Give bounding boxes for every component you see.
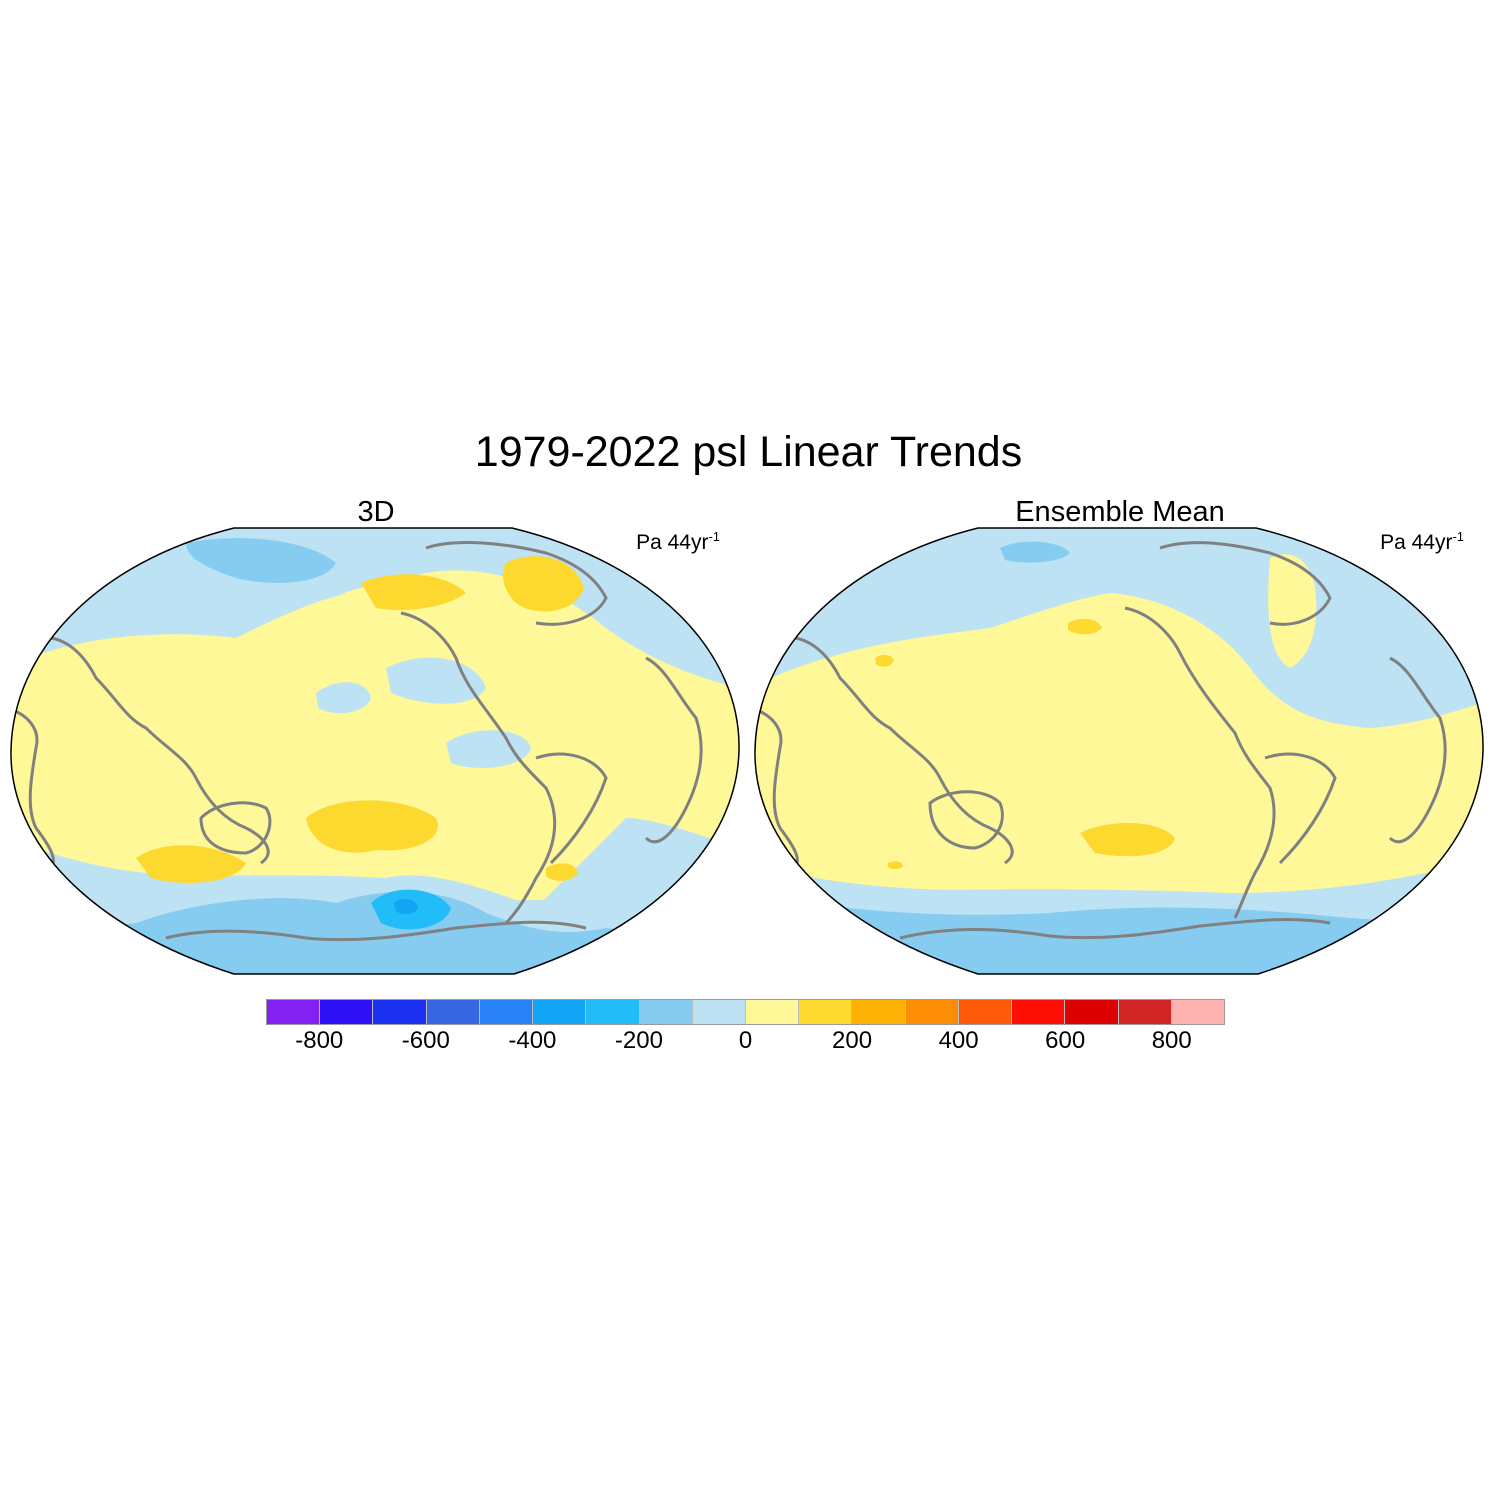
trend-map-3d	[10, 527, 740, 975]
trend-map-ensemble	[754, 527, 1484, 975]
colorbar-box	[692, 1000, 746, 1024]
units-label: Pa 44yr-1	[636, 529, 720, 554]
map-panel-3d: 3D Pa 44yr-1	[6, 490, 740, 980]
negative-patch-north	[186, 538, 336, 583]
colorbar-box	[745, 1000, 800, 1024]
high-patch	[503, 556, 584, 612]
colorbar-box	[320, 1000, 374, 1024]
negative-patch	[10, 576, 346, 658]
figure-title: 1979-2022 psl Linear Trends	[474, 428, 1023, 476]
negative-patch	[316, 682, 371, 714]
colorbar-box	[1012, 1000, 1066, 1024]
colorbar-tick-label: 400	[938, 1027, 979, 1054]
positive-region	[1268, 554, 1317, 668]
coastlines	[754, 541, 1447, 940]
high-patch	[1068, 618, 1102, 635]
colorbar-box	[1065, 1000, 1119, 1024]
map-panel-ensemble-mean: Ensemble Mean Pa 44yr-1	[750, 490, 1484, 980]
colorbar-box	[426, 1000, 480, 1024]
southern-negative-strong	[10, 891, 740, 974]
high-patch	[306, 800, 438, 853]
colorbar-box	[905, 1000, 959, 1024]
colorbar-tick-label: -200	[614, 1027, 663, 1054]
map-border	[10, 527, 740, 975]
blue-core-inner	[394, 898, 418, 915]
colorbar-box	[267, 1000, 321, 1024]
colorbar-box	[533, 1000, 587, 1024]
high-patch	[1080, 822, 1175, 857]
colorbar-box	[852, 1000, 906, 1024]
colorbar	[266, 999, 1225, 1025]
high-patch	[546, 863, 578, 881]
colorbar-tick-label: 0	[738, 1027, 753, 1054]
colorbar-tick-label: -600	[401, 1027, 450, 1054]
colorbar-box	[586, 1000, 640, 1024]
colorbar-box	[1118, 1000, 1172, 1024]
negative-patch-north	[1000, 541, 1070, 563]
colorbar-tick-label: -400	[508, 1027, 557, 1054]
colorbar-box	[958, 1000, 1013, 1024]
negative-patch	[446, 730, 531, 768]
map-border	[754, 527, 1484, 975]
units-label: Pa 44yr-1	[1380, 529, 1464, 554]
high-patch	[875, 654, 894, 667]
colorbar-labels: -800 -600 -400 -200 0 200 400 600 800	[0, 1026, 1497, 1056]
positive-region	[754, 593, 1484, 893]
coastlines	[10, 541, 703, 942]
positive-region	[10, 570, 740, 908]
panel-title: 3D	[357, 496, 395, 528]
high-patch	[136, 845, 246, 883]
colorbar-tick-label: 600	[1045, 1027, 1086, 1054]
colorbar-box	[1171, 1000, 1224, 1024]
panel-title: Ensemble Mean	[1015, 496, 1225, 528]
high-patch	[888, 861, 903, 870]
colorbar-tick-label: 200	[832, 1027, 873, 1054]
colorbar-box	[373, 1000, 427, 1024]
colorbar-box	[639, 1000, 693, 1024]
colorbar-tick-label: -800	[295, 1027, 344, 1054]
high-patch	[361, 574, 466, 610]
colorbar-box	[799, 1000, 853, 1024]
colorbar-tick-label: 800	[1151, 1027, 1192, 1054]
colorbar-box	[479, 1000, 534, 1024]
